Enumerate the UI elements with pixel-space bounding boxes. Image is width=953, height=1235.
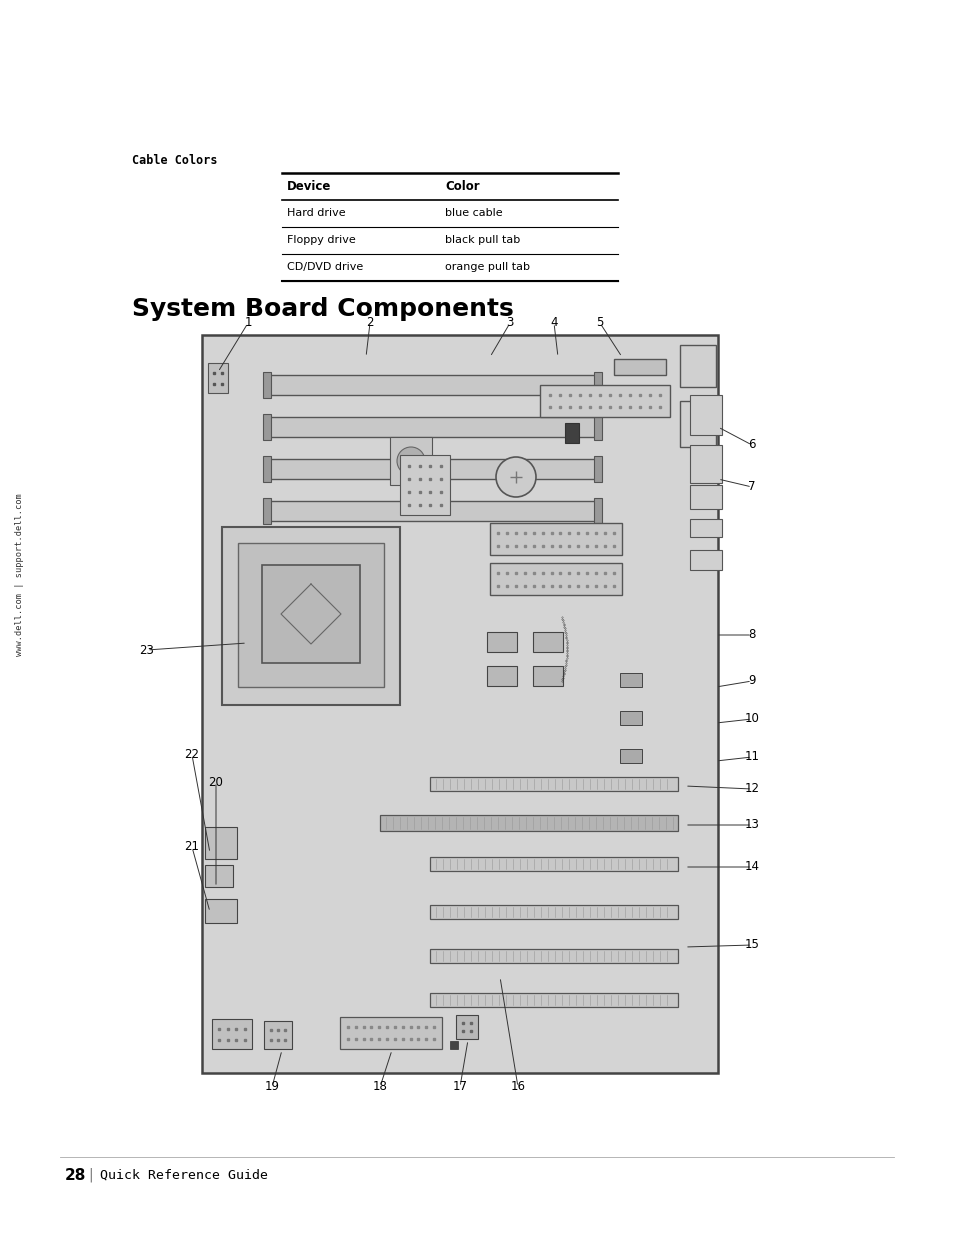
Text: 2: 2: [366, 316, 374, 330]
Text: 22: 22: [184, 748, 199, 762]
Bar: [212, 1019, 252, 1049]
Bar: [262, 564, 359, 663]
Text: Cable Colors: Cable Colors: [132, 154, 217, 167]
Text: 14: 14: [743, 861, 759, 873]
Text: www.dell.com | support.dell.com: www.dell.com | support.dell.com: [15, 494, 25, 656]
Text: blue cable: blue cable: [444, 207, 502, 219]
Bar: [689, 550, 721, 571]
Circle shape: [396, 447, 424, 475]
Bar: [594, 498, 601, 524]
Bar: [689, 485, 721, 509]
Bar: [430, 948, 678, 963]
Bar: [490, 563, 621, 595]
Text: 5: 5: [596, 316, 603, 330]
Bar: [594, 414, 601, 440]
Bar: [202, 335, 718, 1073]
Bar: [399, 454, 450, 515]
Text: Floppy drive: Floppy drive: [287, 235, 355, 245]
Text: 8: 8: [747, 629, 755, 641]
Bar: [430, 777, 678, 790]
Bar: [450, 1041, 457, 1049]
Text: Quick Reference Guide: Quick Reference Guide: [100, 1168, 268, 1182]
Bar: [689, 445, 721, 483]
Text: 18: 18: [373, 1081, 387, 1093]
Bar: [539, 385, 669, 417]
Text: Device: Device: [287, 179, 331, 193]
Text: 28: 28: [65, 1167, 87, 1182]
Bar: [264, 1021, 292, 1049]
Text: Hard drive: Hard drive: [287, 207, 345, 219]
Text: 19: 19: [264, 1081, 279, 1093]
Text: CD/DVD drive: CD/DVD drive: [287, 262, 363, 272]
Bar: [237, 543, 384, 687]
Text: 10: 10: [743, 713, 759, 725]
Bar: [263, 498, 271, 524]
Bar: [430, 993, 678, 1007]
Bar: [533, 666, 562, 685]
Bar: [430, 905, 678, 919]
Bar: [205, 864, 233, 887]
Bar: [594, 456, 601, 482]
Circle shape: [496, 457, 536, 496]
Bar: [594, 372, 601, 398]
Bar: [339, 1016, 441, 1049]
Bar: [486, 632, 517, 652]
Bar: [679, 345, 716, 387]
Bar: [533, 632, 562, 652]
Text: |: |: [88, 1168, 92, 1182]
Text: 23: 23: [139, 643, 154, 657]
Text: 20: 20: [209, 776, 223, 788]
Bar: [679, 401, 716, 447]
Text: System Board Components: System Board Components: [132, 296, 514, 321]
Bar: [205, 899, 236, 923]
Text: Color: Color: [444, 179, 479, 193]
Bar: [430, 857, 678, 871]
Text: orange pull tab: orange pull tab: [444, 262, 530, 272]
Text: 16: 16: [510, 1081, 525, 1093]
Bar: [222, 527, 399, 705]
Bar: [456, 1015, 477, 1039]
Bar: [619, 748, 641, 763]
Bar: [268, 459, 598, 479]
Bar: [619, 711, 641, 725]
Bar: [263, 456, 271, 482]
Bar: [205, 827, 236, 860]
Bar: [268, 375, 598, 395]
Bar: [614, 359, 665, 375]
Text: 12: 12: [743, 783, 759, 795]
Bar: [486, 666, 517, 685]
Text: 4: 4: [550, 316, 558, 330]
Text: 15: 15: [743, 939, 759, 951]
Text: 1: 1: [244, 316, 252, 330]
Bar: [390, 437, 432, 485]
Text: 11: 11: [743, 751, 759, 763]
Bar: [564, 424, 578, 443]
Text: 9: 9: [747, 674, 755, 688]
Text: 21: 21: [184, 841, 199, 853]
Bar: [263, 372, 271, 398]
Bar: [268, 501, 598, 521]
Bar: [268, 417, 598, 437]
Text: black pull tab: black pull tab: [444, 235, 519, 245]
Text: 7: 7: [747, 480, 755, 494]
Text: 3: 3: [506, 316, 513, 330]
Bar: [689, 395, 721, 435]
Text: 13: 13: [743, 819, 759, 831]
Bar: [208, 363, 228, 393]
Bar: [689, 519, 721, 537]
Text: 17: 17: [452, 1081, 467, 1093]
Bar: [263, 414, 271, 440]
Bar: [379, 815, 678, 831]
Text: 6: 6: [747, 438, 755, 452]
Bar: [490, 522, 621, 555]
Bar: [619, 673, 641, 687]
